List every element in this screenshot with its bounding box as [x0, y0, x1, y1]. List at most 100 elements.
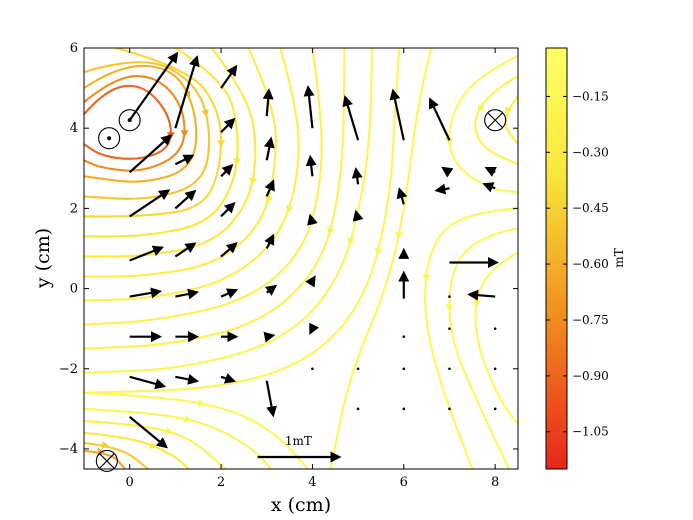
x-tick-label: 4	[308, 475, 316, 490]
field-arrow-dot	[448, 327, 451, 330]
streamline-arrowhead	[326, 227, 335, 236]
colorbar-tick-label: −1.05	[572, 425, 609, 439]
streamline-arrowhead	[504, 105, 513, 114]
field-arrow	[396, 187, 408, 205]
streamline	[84, 48, 373, 374]
field-arrow	[220, 242, 238, 258]
wire-out-of-page-symbol	[118, 109, 141, 132]
field-arrow-dot	[448, 407, 451, 411]
field-arrow	[482, 182, 496, 193]
streamline	[448, 227, 518, 469]
wire-cross-mark	[487, 112, 503, 128]
x-axis-label: x (cm)	[271, 494, 331, 516]
field-arrow	[428, 97, 451, 141]
field-arrow	[264, 233, 275, 249]
streamline	[84, 48, 223, 218]
x-tick-label: 8	[491, 475, 499, 490]
field-arrow	[264, 284, 278, 296]
field-arrow	[263, 331, 276, 343]
colorbar-tick-label: −0.75	[572, 313, 609, 327]
field-arrow	[434, 183, 450, 195]
streamline	[84, 391, 309, 469]
streamline-arrowhead	[197, 398, 206, 407]
field-arrow	[262, 88, 274, 117]
wire-into-page-symbol	[95, 449, 118, 473]
streamline-arrowhead	[477, 103, 485, 113]
field-arrow-dot	[402, 335, 406, 338]
field-arrow	[265, 380, 277, 418]
streamline-arrowhead	[395, 231, 404, 240]
streamlines	[84, 48, 518, 469]
colorbar-tick-label: −0.30	[572, 145, 609, 159]
field-arrow	[174, 189, 197, 210]
wire-into-page-symbol	[484, 109, 507, 132]
field-arrow	[128, 134, 173, 174]
streamline-arrowhead	[472, 299, 481, 308]
field-arrow-dot	[493, 367, 497, 371]
field-arrow	[220, 163, 234, 178]
streamline	[84, 449, 127, 469]
field-arrow	[174, 154, 195, 166]
colorbar	[545, 47, 568, 470]
field-arrow-dot	[311, 367, 314, 371]
field-arrow	[129, 375, 167, 390]
field-arrow	[305, 154, 317, 177]
field-arrow	[351, 167, 363, 185]
wire-out-of-page-symbol	[98, 127, 121, 150]
streamline-arrowhead	[180, 130, 189, 138]
streamline-arrowhead	[285, 205, 294, 214]
colorbar-label: mT	[612, 248, 626, 267]
y-tick-label: 4	[70, 121, 78, 136]
streamline	[474, 251, 518, 426]
streamline	[84, 48, 323, 326]
field-arrow	[307, 213, 318, 226]
field-arrow	[484, 167, 497, 177]
field-sources	[95, 109, 507, 473]
x-axis-ticks: 0 2 4 6 8	[126, 48, 499, 490]
field-arrow	[352, 209, 364, 222]
field-arrow-dot	[448, 295, 451, 298]
scale-arrow-label: 1mT	[285, 434, 312, 448]
x-tick-label: 2	[217, 475, 225, 490]
streamline-arrowhead	[445, 138, 454, 146]
x-tick-label: 6	[400, 475, 408, 490]
field-arrow	[175, 288, 200, 300]
streamline	[84, 48, 239, 238]
field-arrow	[303, 85, 315, 129]
field-arrow	[220, 201, 236, 218]
streamline-arrowhead	[445, 304, 454, 312]
field-arrow	[128, 416, 168, 449]
field-arrow	[220, 288, 239, 299]
colorbar-ticks: −0.15 −0.30 −0.45 −0.60 −0.75 −0.90 −1.05	[546, 89, 609, 439]
y-tick-label: 6	[70, 41, 78, 56]
streamline	[84, 48, 300, 302]
field-arrow	[129, 189, 171, 218]
streamline-arrowhead	[201, 109, 209, 117]
field-arrow	[174, 55, 200, 129]
y-axis-ticks: −4 −2 0 2 4 6	[59, 41, 518, 457]
field-arrow	[220, 117, 236, 133]
streamline-arrowhead	[183, 90, 191, 99]
field-arrow	[305, 275, 316, 288]
field-arrow	[129, 287, 162, 299]
streamline	[84, 48, 346, 350]
colorbar-tick-label: −0.90	[572, 369, 609, 383]
field-arrow	[342, 95, 360, 141]
field-arrow-dot	[356, 367, 360, 371]
streamline	[448, 54, 518, 194]
streamline-arrowhead	[374, 247, 383, 256]
wire-cross-mark	[99, 453, 115, 469]
y-tick-label: −2	[59, 362, 78, 377]
x-tick-label: 0	[126, 475, 134, 490]
streamline	[84, 48, 401, 394]
field-arrows	[128, 51, 499, 449]
streamline	[84, 48, 277, 278]
field-arrow	[389, 88, 405, 141]
field-arrow-dot	[356, 407, 360, 411]
y-tick-label: 0	[70, 282, 78, 297]
y-tick-label: 2	[70, 201, 78, 216]
streamline-arrowhead	[183, 414, 192, 423]
field-arrow	[264, 179, 275, 197]
streamline-arrowhead	[249, 177, 257, 186]
streamline	[84, 441, 150, 469]
